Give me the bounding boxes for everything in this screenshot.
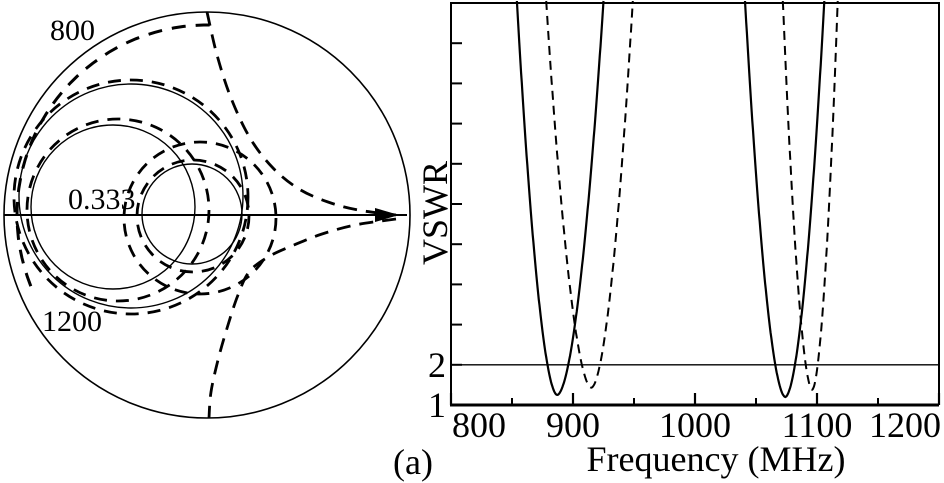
smith-dashed-locus-circle [25, 117, 211, 303]
vswr-curve-band1-dashed [545, 0, 634, 389]
smith-solid-locus-circle [141, 163, 243, 265]
y-tick-label: 2 [428, 345, 446, 385]
panel-label: (a) [393, 442, 433, 482]
smith-dashed-locus-circle [135, 158, 251, 274]
smith-curves [3, 11, 411, 419]
smith-dashed-rim-arc [15, 23, 214, 287]
smith-solid-locus-circle [30, 124, 196, 290]
smith-solid-locus-circle [18, 83, 244, 309]
smith-label-impedance: 0.333 [68, 183, 136, 216]
vswr-tick-labels: 800 900 1000 1100 1200 12 [428, 345, 941, 445]
vswr-plot-border [450, 2, 940, 405]
vswr-frame [449, 2, 941, 407]
vswr-xlabel: Frequency (MHz) [587, 439, 846, 479]
smith-chart-panel: 800 0.333 1200 [3, 11, 411, 419]
vswr-ylabel: VSWR [415, 161, 455, 265]
x-tick-label: 900 [546, 405, 600, 445]
smith-dashed-locus-circle [122, 140, 278, 296]
vswr-curve-band1-solid [515, 0, 605, 397]
vswr-curve-band2-solid [743, 0, 826, 399]
x-tick-label: 800 [452, 405, 506, 445]
smith-axis-arrowhead [375, 208, 399, 222]
smith-dashed-sweep-upper [205, 11, 397, 217]
vswr-curve-band2-dashed [781, 0, 839, 391]
smith-label-start-freq: 800 [50, 14, 95, 47]
smith-dashed-locus-circle [12, 78, 250, 316]
vswr-panel: 800 900 1000 1100 1200 12 VSWR Frequency (MHz… [415, 0, 941, 479]
vswr-curves [515, 0, 839, 399]
smith-label-stop-freq: 1200 [42, 305, 102, 338]
x-tick-label: 1200 [869, 405, 941, 445]
y-tick-label: 1 [428, 385, 446, 425]
smith-dashed-sweep-lower [207, 217, 397, 419]
x-tick-label: 1100 [782, 405, 853, 445]
x-tick-label: 1000 [659, 405, 731, 445]
